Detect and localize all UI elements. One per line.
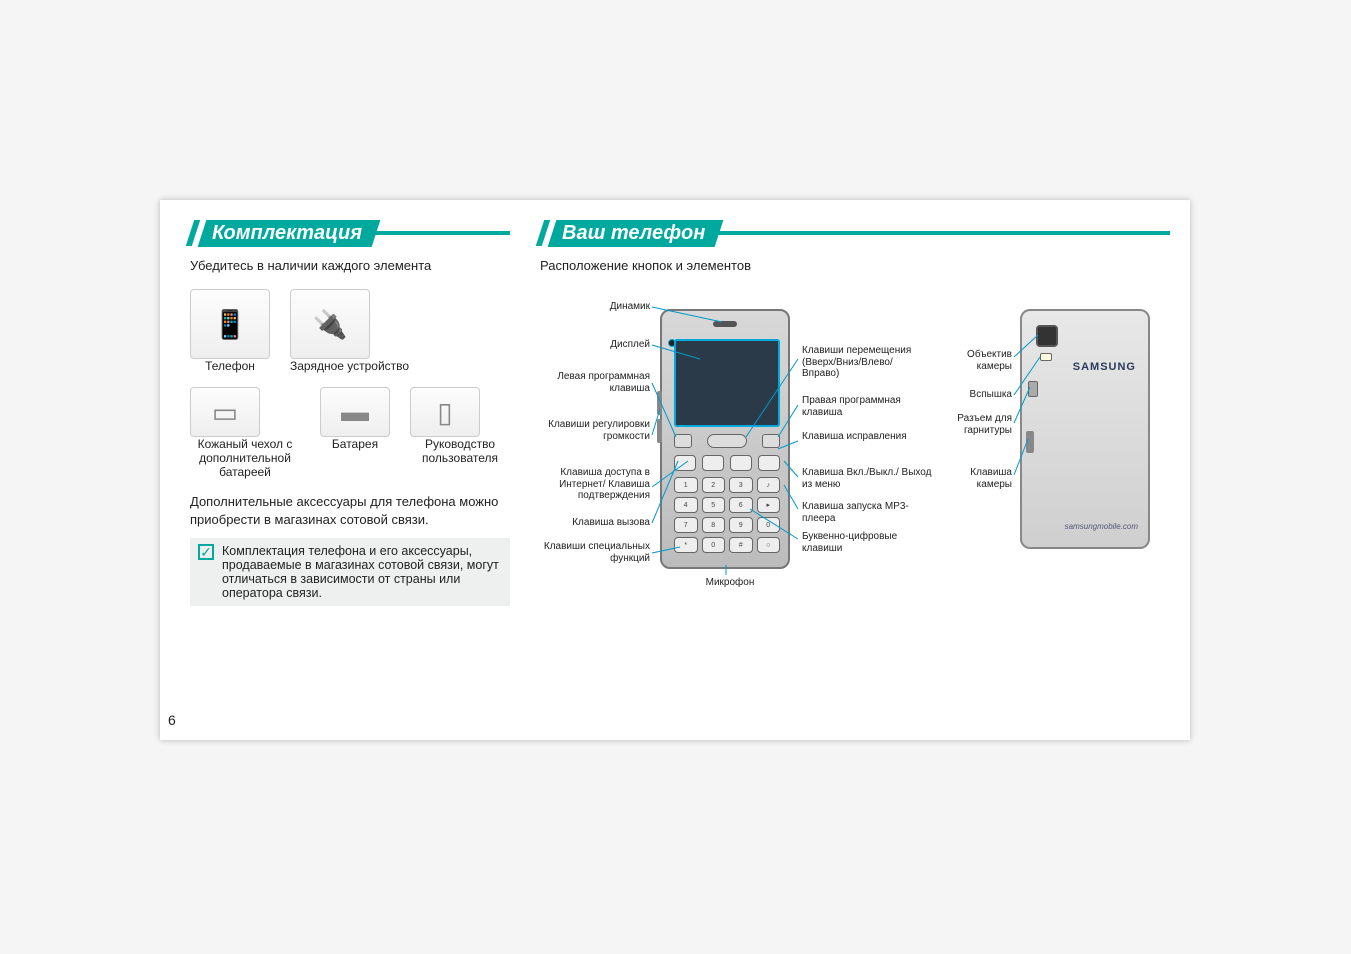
item-phone-label: Телефон xyxy=(190,359,270,373)
manual-page: Комплектация Убедитесь в наличии каждого… xyxy=(160,200,1190,740)
charger-icon: 🔌 xyxy=(290,289,370,359)
case-icon: ▭ xyxy=(190,387,260,437)
heading-phone-text: Ваш телефон xyxy=(562,222,705,245)
lbl-cam-lens: Объектив камеры xyxy=(940,349,1012,372)
lbl-special: Клавиши специальных функций xyxy=(540,541,650,564)
nav-key-icon xyxy=(707,434,747,448)
lbl-right-soft: Правая программная клавиша xyxy=(802,395,922,418)
lbl-mp3: Клавиша запуска MP3-плеера xyxy=(802,501,922,524)
item-battery-label: Батарея xyxy=(320,437,390,451)
correct-key-icon xyxy=(730,455,752,471)
package-items-row1: 📱 Телефон 🔌 Зарядное устройство xyxy=(190,289,510,373)
note-box: ✓ Комплектация телефона и его аксессуары… xyxy=(190,538,510,606)
item-case: ▭ Кожаный чехол с дополнительной батарее… xyxy=(190,387,300,479)
lbl-correct: Клавиша исправления xyxy=(802,431,922,443)
speaker-icon xyxy=(713,321,737,327)
phone-icon: 📱 xyxy=(190,289,270,359)
lbl-call: Клавиша вызова xyxy=(540,517,650,529)
heading-phone: Ваш телефон xyxy=(540,220,1170,246)
accessories-para: Дополнительные аксессуары для телефона м… xyxy=(190,493,510,528)
lbl-display: Дисплей xyxy=(540,339,650,351)
item-charger: 🔌 Зарядное устройство xyxy=(290,289,409,373)
lbl-alnum: Буквенно-цифровые клавиши xyxy=(802,531,932,554)
lbl-speaker: Динамик xyxy=(540,301,650,313)
lbl-mic: Микрофон xyxy=(690,577,770,589)
manual-icon: ▯ xyxy=(410,387,480,437)
camera-key-icon xyxy=(1026,431,1034,453)
left-softkey-icon xyxy=(674,434,692,448)
package-subhead: Убедитесь в наличии каждого элемента xyxy=(190,258,510,273)
check-icon: ✓ xyxy=(198,544,214,560)
power-key-icon xyxy=(758,455,780,471)
phone-diagram: 123♪ 456▸ 7890 *0#○ SAMSUNG samsungmobi xyxy=(540,289,1170,609)
volume-down-icon xyxy=(657,419,662,443)
right-softkey-icon xyxy=(762,434,780,448)
keypad: 123♪ 456▸ 7890 *0#○ xyxy=(674,477,780,553)
brand-text: SAMSUNG xyxy=(1073,361,1136,373)
battery-icon: ▬ xyxy=(320,387,390,437)
headset-jack-icon xyxy=(1028,381,1038,397)
volume-up-icon xyxy=(657,391,662,415)
phone-subhead: Расположение кнопок и элементов xyxy=(540,258,1170,273)
lbl-web-ok: Клавиша доступа в Интернет/ Клавиша подт… xyxy=(540,467,650,502)
softkey-row xyxy=(674,431,780,451)
heading-package-text: Комплектация xyxy=(212,222,362,245)
call-key-icon xyxy=(674,455,696,471)
heading-package: Комплектация xyxy=(190,220,510,246)
lbl-power: Клавиша Вкл./Выкл./ Выход из меню xyxy=(802,467,932,490)
item-phone: 📱 Телефон xyxy=(190,289,270,373)
lbl-flash: Вспышка xyxy=(940,389,1012,401)
lbl-left-soft: Левая программная клавиша xyxy=(540,371,650,394)
function-row xyxy=(674,455,780,473)
brand-url: samsungmobile.com xyxy=(1065,522,1138,531)
section-package: Комплектация Убедитесь в наличии каждого… xyxy=(190,220,510,609)
item-case-label: Кожаный чехол с дополнительной батареей xyxy=(190,437,300,479)
camera-lens-icon xyxy=(1036,325,1058,347)
web-key-icon xyxy=(702,455,724,471)
page-number: 6 xyxy=(168,712,176,728)
display-icon xyxy=(674,339,780,427)
phone-back: SAMSUNG samsungmobile.com xyxy=(1020,309,1150,549)
item-battery: ▬ Батарея xyxy=(320,387,390,479)
section-phone: Ваш телефон Расположение кнопок и элемен… xyxy=(540,220,1170,609)
item-manual: ▯ Руководство пользователя xyxy=(410,387,510,479)
item-manual-label: Руководство пользователя xyxy=(410,437,510,465)
lbl-headset: Разъем для гарнитуры xyxy=(940,413,1012,436)
lbl-cam-key: Клавиша камеры xyxy=(940,467,1012,490)
note-text: Комплектация телефона и его аксессуары, … xyxy=(222,544,502,600)
phone-front: 123♪ 456▸ 7890 *0#○ xyxy=(660,309,790,569)
lbl-nav: Клавиши перемещения (Вверх/Вниз/Влево/ В… xyxy=(802,345,922,380)
lbl-volume: Клавиши регулировки громкости xyxy=(540,419,650,442)
package-items-row2: ▭ Кожаный чехол с дополнительной батарее… xyxy=(190,387,510,479)
item-charger-label: Зарядное устройство xyxy=(290,359,409,373)
flash-icon xyxy=(1040,353,1052,361)
